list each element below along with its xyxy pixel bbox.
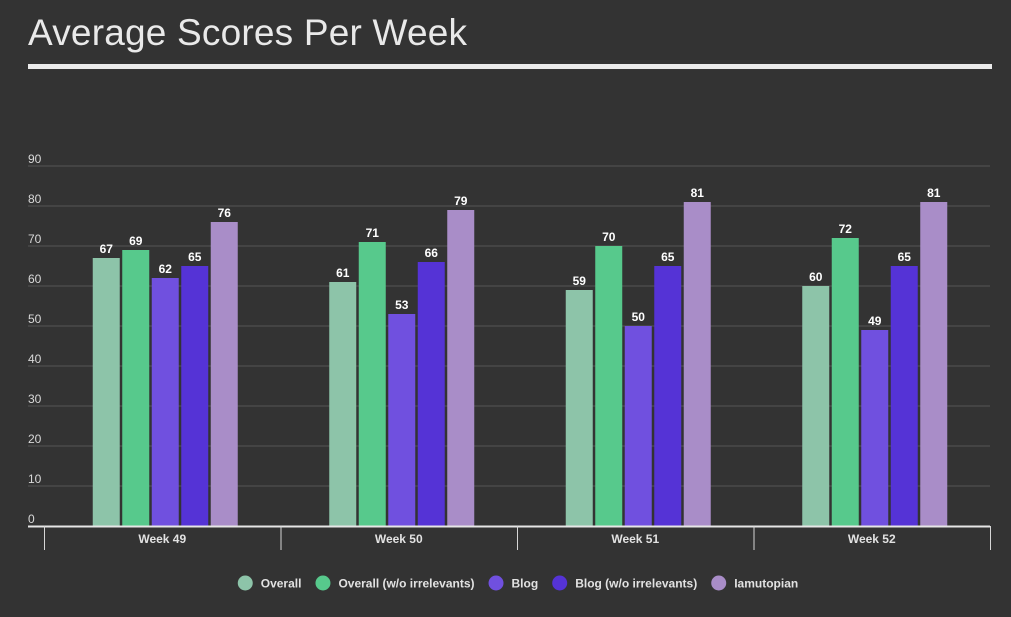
y-tick-label: 0: [28, 512, 35, 526]
legend-marker-icon: [315, 575, 331, 591]
bar: [358, 242, 386, 526]
data-label: 67: [100, 242, 114, 256]
data-label: 81: [927, 186, 941, 200]
y-tick-label: 80: [28, 192, 42, 206]
bar: [890, 266, 918, 526]
bar: [417, 262, 445, 526]
bar: [920, 202, 948, 526]
y-tick-label: 90: [28, 152, 42, 166]
legend-label: Iamutopian: [734, 577, 798, 591]
x-axis: Week 49 Week 50 Week 51 Week 52: [28, 525, 991, 550]
data-label: 50: [632, 310, 646, 324]
legend-item[interactable]: Blog: [488, 575, 539, 591]
y-tick-label: 60: [28, 272, 42, 286]
legend-marker-icon: [552, 575, 568, 591]
data-label: 70: [602, 230, 616, 244]
data-labels: 67 69 62 65 76 61 71 53 66 79 59 70 50 65 81 60 72 49 65 81: [100, 186, 941, 328]
legend-label: Blog: [512, 577, 539, 591]
bar: [122, 250, 150, 526]
x-tick-label: Week 52: [848, 532, 896, 546]
y-tick-label: 10: [28, 472, 42, 486]
data-label: 76: [218, 206, 232, 220]
data-label: 60: [809, 270, 823, 284]
legend-marker-icon: [711, 575, 727, 591]
bar: [683, 202, 711, 526]
data-label: 69: [129, 234, 143, 248]
data-label: 79: [454, 194, 468, 208]
bar: [861, 330, 889, 526]
y-axis-ticks: 0 10 20 30 40 50 60 70 80 90: [28, 152, 42, 526]
bar: [595, 246, 623, 526]
data-label: 53: [395, 298, 409, 312]
bars: [92, 202, 948, 526]
legend-label: Overall (w/o irrelevants): [338, 577, 474, 591]
y-tick-label: 70: [28, 232, 42, 246]
x-tick-label: Week 51: [611, 532, 659, 546]
bar: [329, 282, 357, 526]
bar: [181, 266, 209, 526]
legend-item[interactable]: Overall (w/o irrelevants): [315, 575, 475, 591]
bar: [210, 222, 238, 526]
data-label: 66: [425, 246, 439, 260]
x-tick-label: Week 50: [375, 532, 423, 546]
y-tick-label: 40: [28, 352, 42, 366]
legend-label: Overall: [261, 577, 302, 591]
legend-item[interactable]: Iamutopian: [711, 575, 798, 591]
title-underline: [28, 64, 992, 69]
data-label: 65: [661, 250, 675, 264]
bar: [447, 210, 475, 526]
legend-label: Blog (w/o irrelevants): [575, 577, 697, 591]
bar: [831, 238, 859, 526]
bar: [802, 286, 830, 526]
data-label: 65: [898, 250, 912, 264]
data-label: 71: [366, 226, 380, 240]
data-label: 81: [691, 186, 705, 200]
y-tick-label: 20: [28, 432, 42, 446]
bar: [92, 258, 120, 526]
chart-title: Average Scores Per Week: [28, 12, 468, 53]
data-label: 65: [188, 250, 202, 264]
bar: [654, 266, 682, 526]
legend-marker-icon: [488, 575, 504, 591]
data-label: 62: [159, 262, 173, 276]
data-label: 72: [839, 222, 853, 236]
bar: [624, 326, 652, 526]
data-label: 59: [573, 274, 587, 288]
bar: [151, 278, 179, 526]
bar: [565, 290, 593, 526]
legend-marker-icon: [237, 575, 253, 591]
legend-item[interactable]: Overall: [237, 575, 302, 591]
y-tick-label: 30: [28, 392, 42, 406]
x-tick-label: Week 49: [138, 532, 186, 546]
legend-item[interactable]: Blog (w/o irrelevants): [552, 575, 697, 591]
data-label: 61: [336, 266, 350, 280]
data-label: 49: [868, 314, 882, 328]
bar: [388, 314, 416, 526]
legend: Overall Overall (w/o irrelevants) Blog Blog…: [237, 575, 798, 591]
y-tick-label: 50: [28, 312, 42, 326]
